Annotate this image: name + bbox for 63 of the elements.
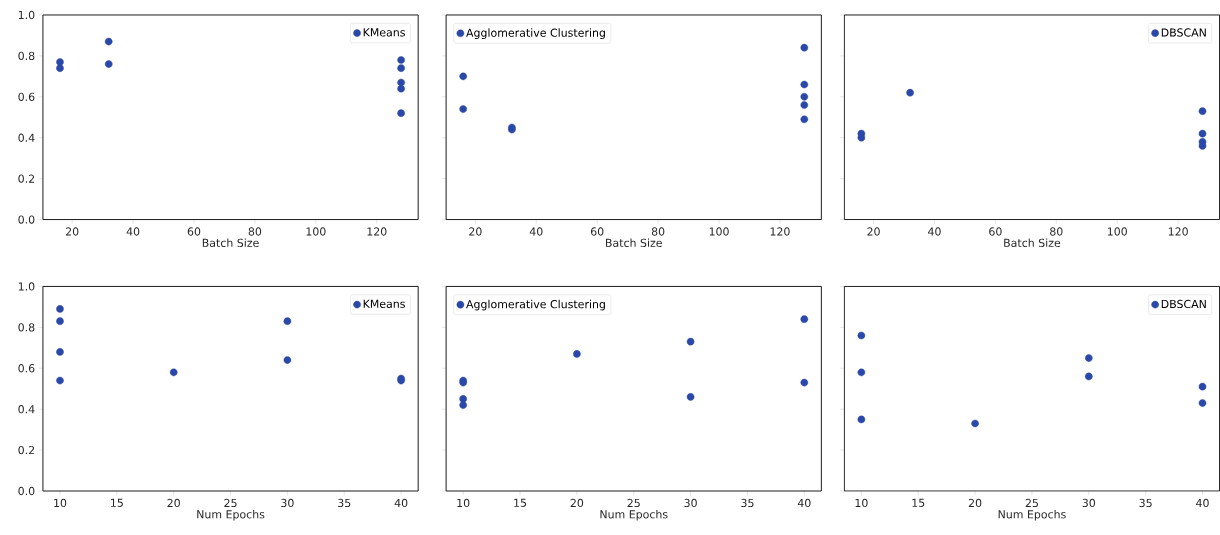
x-tick-label: 20 xyxy=(65,227,79,236)
x-tick-label: 25 xyxy=(627,498,640,508)
x-tick-label: 80 xyxy=(651,227,665,236)
y-tick-label: 0.8 xyxy=(18,51,35,61)
x-tick-label: 60 xyxy=(187,227,201,236)
x-tick-label: 10 xyxy=(54,498,67,508)
legend-label: Agglomerative Clustering xyxy=(466,28,605,39)
x-axis-title: Num Epochs xyxy=(197,509,265,521)
x-axis-title: Batch Size xyxy=(606,238,662,248)
x-tick-label: 120 xyxy=(367,227,387,236)
y-tick-label: 0.0 xyxy=(18,486,35,496)
x-tick-label: 20 xyxy=(968,498,982,508)
x-tick-label: 30 xyxy=(684,498,697,508)
x-tick-label: 30 xyxy=(281,498,294,508)
x-tick-label: 120 xyxy=(1168,227,1188,236)
x-tick-label: 10 xyxy=(457,498,470,508)
x-axis-title: Batch Size xyxy=(1004,238,1061,248)
x-tick-label: 15 xyxy=(912,498,925,507)
x-tick-label: 80 xyxy=(1050,227,1063,236)
x-tick-label: 60 xyxy=(590,227,604,236)
x-tick-label: 30 xyxy=(1082,498,1096,508)
x-tick-label: 40 xyxy=(394,498,408,508)
x-tick-label: 10 xyxy=(855,498,868,508)
legend-label: Agglomerative Clustering xyxy=(466,299,605,311)
x-tick-label: 40 xyxy=(928,227,941,236)
x-axis-title: Batch Size xyxy=(202,238,259,248)
x-tick-label: 120 xyxy=(770,227,790,236)
y-tick-label: 0.2 xyxy=(18,174,35,183)
x-tick-label: 100 xyxy=(709,227,729,236)
x-tick-label: 35 xyxy=(1139,498,1152,508)
x-tick-label: 20 xyxy=(167,498,180,508)
x-tick-label: 25 xyxy=(1025,498,1038,508)
x-tick-label: 35 xyxy=(741,498,754,508)
x-tick-label: 100 xyxy=(1107,227,1127,236)
x-tick-label: 40 xyxy=(797,498,811,508)
y-tick-label: 0.6 xyxy=(18,364,35,373)
x-tick-label: 40 xyxy=(1196,498,1209,508)
x-axis-title: Num Epochs xyxy=(600,509,668,521)
y-tick-label: 1.0 xyxy=(18,10,35,20)
x-tick-label: 35 xyxy=(338,498,351,508)
y-tick-label: 1.0 xyxy=(18,282,35,291)
x-tick-label: 20 xyxy=(570,498,584,508)
legend-label: KMeans xyxy=(363,28,405,37)
y-tick-label: 0.4 xyxy=(18,133,35,142)
x-tick-label: 20 xyxy=(469,227,482,236)
x-tick-label: 25 xyxy=(224,498,237,508)
y-tick-label: 0.6 xyxy=(18,92,35,101)
legend-label: KMeans xyxy=(363,299,405,308)
x-tick-label: 15 xyxy=(514,498,527,507)
y-tick-label: 0.2 xyxy=(18,445,35,455)
legend-label: DBSCAN xyxy=(1161,299,1206,309)
x-tick-label: 20 xyxy=(867,227,880,236)
x-tick-label: 15 xyxy=(111,498,123,507)
y-tick-label: 0.0 xyxy=(18,215,35,224)
x-tick-label: 40 xyxy=(126,227,140,236)
legend-label: DBSCAN xyxy=(1161,28,1206,37)
x-tick-label: 80 xyxy=(248,227,262,236)
x-tick-label: 60 xyxy=(989,227,1002,236)
x-axis-title: Num Epochs xyxy=(998,509,1066,521)
y-tick-label: 0.8 xyxy=(18,323,35,332)
x-tick-label: 100 xyxy=(306,227,326,236)
y-tick-label: 0.4 xyxy=(18,405,35,414)
x-tick-label: 40 xyxy=(529,227,543,236)
